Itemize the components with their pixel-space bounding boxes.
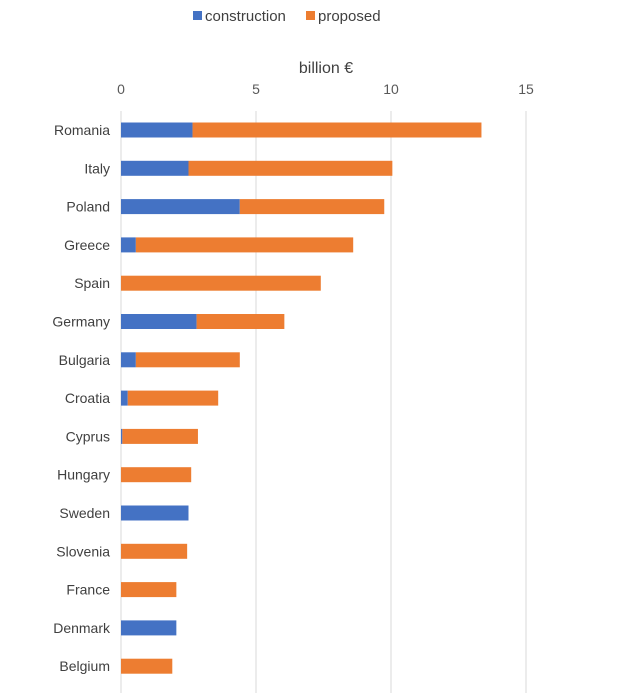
x-axis-title: billion €	[299, 60, 353, 77]
bar-proposed-cyprus	[122, 428, 198, 444]
category-label: Bulgaria	[59, 352, 111, 368]
category-label: Romania	[54, 122, 110, 138]
bar-construction-cyprus	[121, 428, 123, 444]
category-label: Croatia	[65, 390, 110, 406]
category-label: Italy	[84, 160, 110, 176]
bar-construction-italy	[121, 160, 189, 176]
category-label: Denmark	[53, 620, 111, 636]
bar-proposed-germany	[196, 314, 285, 329]
bar-construction-denmark	[121, 620, 177, 636]
legend-swatch-construction	[193, 11, 202, 20]
category-labels: Romania Italy Poland Greece Spain Germany Bulg…	[52, 122, 111, 674]
x-tick-label: 5	[252, 81, 260, 97]
category-label: Germany	[52, 314, 110, 330]
category-label: Belgium	[59, 658, 110, 674]
bar-proposed-slovenia	[121, 543, 188, 559]
bar-construction-romania	[121, 122, 193, 138]
category-label: Slovenia	[56, 543, 110, 559]
category-label: Cyprus	[66, 428, 110, 444]
bar-proposed-poland	[239, 199, 385, 215]
bar-construction-poland	[121, 199, 240, 215]
legend-swatch-proposed	[306, 11, 315, 20]
bar-proposed-france	[121, 582, 177, 598]
bar-proposed-croatia	[127, 390, 219, 406]
x-tick-label: 15	[518, 81, 534, 97]
category-label: Sweden	[59, 505, 110, 521]
bar-construction-sweden	[121, 505, 189, 521]
category-label: Spain	[74, 275, 110, 291]
bar-construction-greece	[121, 237, 136, 253]
bar-proposed-hungary	[121, 467, 192, 483]
category-label: Greece	[64, 237, 110, 253]
bar-construction-germany	[121, 314, 197, 329]
category-label: Poland	[66, 199, 110, 215]
bar-construction-bulgaria	[121, 352, 136, 368]
x-tick-label: 0	[117, 81, 125, 97]
legend-label-proposed: proposed	[318, 8, 381, 25]
bars	[121, 122, 482, 674]
legend: construction proposed	[193, 8, 381, 25]
bar-proposed-greece	[135, 237, 354, 253]
bar-proposed-romania	[192, 122, 482, 138]
bar-proposed-bulgaria	[135, 352, 240, 368]
bar-proposed-spain	[121, 275, 321, 291]
legend-label-construction: construction	[205, 8, 286, 25]
category-label: France	[66, 582, 110, 598]
bar-construction-croatia	[121, 390, 128, 406]
category-label: Hungary	[57, 467, 110, 483]
bar-proposed-belgium	[121, 658, 173, 674]
x-tick-label: 10	[383, 81, 399, 97]
x-axis-ticks: 0 5 10 15	[117, 81, 534, 97]
bar-proposed-italy	[188, 160, 393, 176]
